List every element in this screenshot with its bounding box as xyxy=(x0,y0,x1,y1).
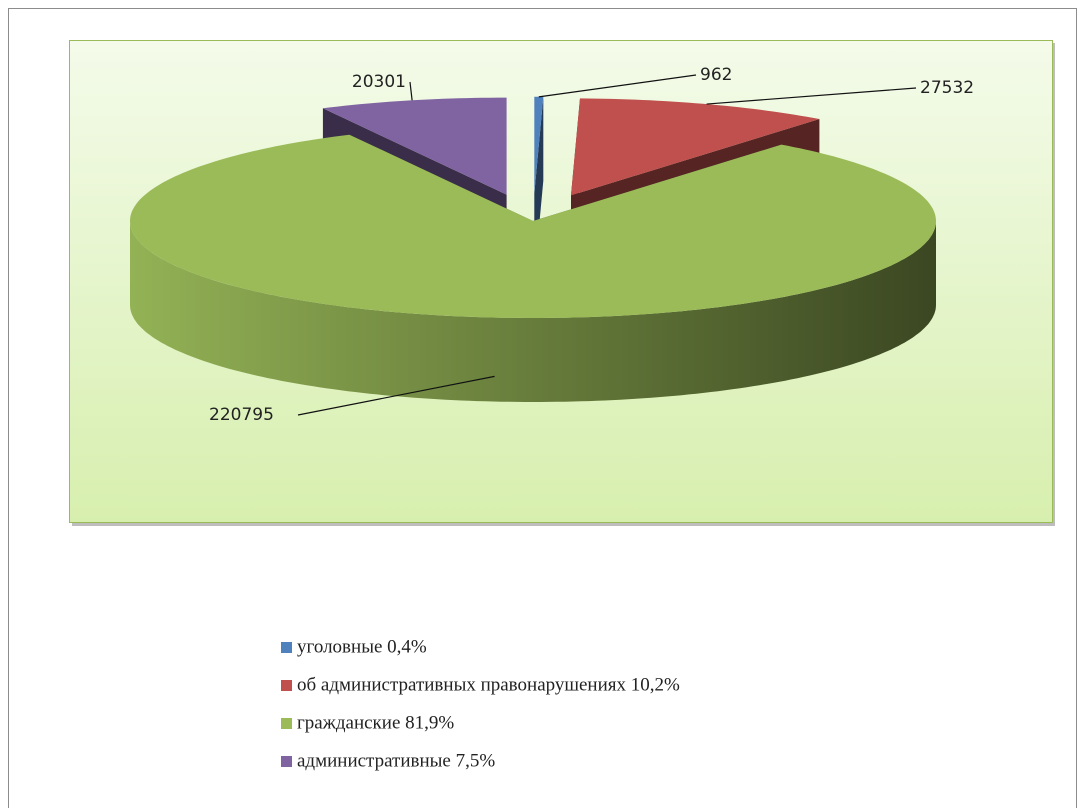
leader-line xyxy=(409,81,413,101)
legend-swatch xyxy=(281,718,292,729)
leader-line xyxy=(538,74,697,98)
slice xyxy=(534,96,544,194)
slice xyxy=(322,97,507,195)
leader-line xyxy=(706,87,917,105)
data-label: 220795 xyxy=(209,405,274,425)
slice xyxy=(130,134,936,318)
legend-swatch xyxy=(281,642,292,653)
pie: 962 27532 220795 20301 xyxy=(130,65,974,425)
leader-line xyxy=(297,375,495,416)
legend-swatch xyxy=(281,756,292,767)
legend-label: об административных правонарушениях 10,2… xyxy=(297,674,680,695)
data-label: 27532 xyxy=(920,78,974,98)
legend: уголовные 0,4% об административных правон… xyxy=(281,636,680,771)
slice-side xyxy=(130,221,936,402)
legend-label: уголовные 0,4% xyxy=(297,636,427,657)
legend-label: гражданские 81,9% xyxy=(297,712,454,733)
data-label: 962 xyxy=(700,65,732,85)
legend-swatch xyxy=(281,680,292,691)
slice xyxy=(571,98,820,196)
legend-label: административные 7,5% xyxy=(297,750,495,771)
data-label: 20301 xyxy=(352,72,406,92)
